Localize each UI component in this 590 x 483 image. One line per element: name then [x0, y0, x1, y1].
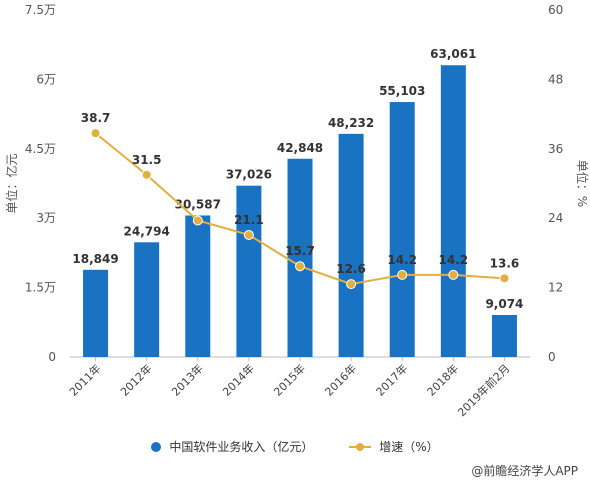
legend-line-swatch	[349, 442, 372, 452]
bar	[83, 269, 109, 357]
bar-value-label: 37,026	[226, 168, 272, 182]
y-tick-label: 4.5万	[25, 142, 56, 156]
combo-chart: 0 1.5万 3万 4.5万 6万 7.5万 0 12 24 36 48 60 单位：亿元 单位：% 18,…	[4, 3, 590, 419]
growth-point	[192, 215, 203, 226]
growth-value-label: 12.6	[336, 262, 366, 276]
y2-tick-label: 48	[548, 72, 563, 86]
x-tick-label: 2016年	[322, 361, 359, 398]
legend-item-revenue: 中国软件业务收入（亿元）	[151, 438, 313, 455]
y-tick-label: 6万	[36, 72, 56, 86]
bar-value-label: 48,232	[328, 116, 374, 130]
x-tick-label: 2013年	[168, 361, 205, 398]
y2-tick-label: 24	[548, 211, 563, 225]
bar-value-label: 55,103	[379, 84, 425, 98]
x-tick-label: 2012年	[117, 361, 154, 398]
bar-value-label: 9,074	[485, 297, 523, 311]
x-tick-label: 2015年	[271, 361, 308, 398]
growth-point	[90, 128, 101, 139]
bar-value-label: 24,794	[124, 224, 170, 238]
legend: 中国软件业务收入（亿元） 增速（%）	[0, 438, 590, 455]
y-tick-label: 7.5万	[25, 3, 56, 17]
growth-point	[346, 279, 357, 290]
growth-value-label: 14.2	[439, 253, 469, 267]
bar	[236, 185, 262, 357]
bar	[185, 215, 211, 357]
growth-value-label: 13.6	[490, 256, 520, 270]
growth-point	[448, 269, 459, 280]
source-credit: @前瞻经济学人APP	[471, 464, 578, 478]
y-axis-title: 单位：亿元	[4, 153, 19, 213]
y2-tick-label: 60	[548, 3, 563, 17]
bar	[491, 315, 517, 357]
legend-label-revenue: 中国软件业务收入（亿元）	[169, 440, 314, 454]
growth-point	[397, 269, 408, 280]
growth-value-label: 38.7	[81, 111, 111, 125]
x-tick-label: 2014年	[220, 361, 257, 398]
x-tick-label: 2017年	[373, 361, 410, 398]
bar-value-label: 42,848	[277, 141, 323, 155]
growth-value-label: 14.2	[387, 253, 417, 267]
y2-tick-label: 12	[548, 281, 563, 295]
y2-tick-label: 36	[548, 142, 563, 156]
bar-value-label: 63,061	[430, 47, 476, 61]
growth-value-label: 31.5	[132, 153, 162, 167]
bar	[389, 102, 415, 357]
growth-point	[295, 261, 305, 272]
bar	[287, 158, 313, 357]
growth-point	[243, 229, 254, 240]
bar	[134, 242, 160, 357]
bar	[440, 65, 466, 358]
growth-point	[499, 273, 510, 284]
legend-bar-swatch	[151, 441, 162, 452]
y2-axis-title: 单位：%	[575, 160, 590, 207]
x-tick-label: 2018年	[424, 361, 461, 398]
legend-label-growth: 增速（%）	[379, 440, 439, 454]
growth-point	[141, 169, 152, 180]
x-tick-label: 2019年前2月	[455, 361, 513, 419]
x-tick-label: 2011年	[66, 361, 103, 398]
bar	[338, 133, 364, 357]
growth-value-label: 15.7	[285, 244, 315, 258]
legend-item-growth: 增速（%）	[349, 438, 439, 455]
growth-value-label: 21.1	[234, 213, 264, 227]
y-tick-label: 3万	[36, 211, 56, 225]
y2-tick-label: 0	[548, 350, 556, 364]
y-tick-label: 1.5万	[25, 281, 56, 295]
bar-value-label: 30,587	[175, 197, 221, 211]
y-tick-label: 0	[48, 350, 56, 364]
bar-value-label: 18,849	[72, 252, 118, 266]
